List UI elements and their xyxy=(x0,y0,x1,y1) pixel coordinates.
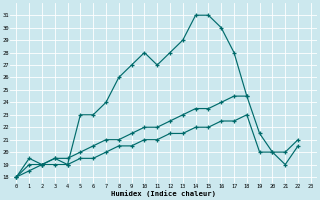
X-axis label: Humidex (Indice chaleur): Humidex (Indice chaleur) xyxy=(111,190,216,197)
